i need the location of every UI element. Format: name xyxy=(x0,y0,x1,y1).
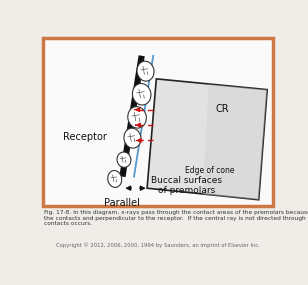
Ellipse shape xyxy=(117,152,131,167)
Polygon shape xyxy=(147,79,267,200)
Ellipse shape xyxy=(132,84,151,105)
Text: Fig. 17-8. In this diagram, x-rays pass through the contact areas of the premola: Fig. 17-8. In this diagram, x-rays pass … xyxy=(44,210,308,226)
Ellipse shape xyxy=(124,128,141,148)
Text: Receptor: Receptor xyxy=(63,132,107,142)
Text: Parallel: Parallel xyxy=(104,198,140,208)
Text: CR: CR xyxy=(215,103,229,114)
Text: Buccal surfaces
of premolars: Buccal surfaces of premolars xyxy=(151,176,222,195)
Bar xyxy=(43,38,273,206)
Ellipse shape xyxy=(137,61,154,81)
Text: Edge of cone: Edge of cone xyxy=(185,166,235,175)
Ellipse shape xyxy=(108,170,122,188)
Polygon shape xyxy=(203,84,267,200)
Text: Copyright © 2012, 2006, 2000, 1994 by Saunders, an imprint of Elsevier Inc.: Copyright © 2012, 2006, 2000, 1994 by Sa… xyxy=(56,243,260,248)
Ellipse shape xyxy=(128,107,146,128)
